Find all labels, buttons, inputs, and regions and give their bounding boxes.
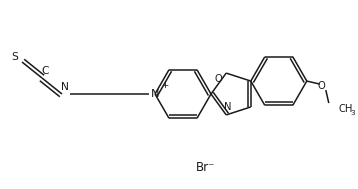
Text: O: O — [318, 81, 326, 91]
Text: S: S — [11, 52, 19, 62]
Text: +: + — [161, 81, 169, 91]
Text: 3: 3 — [351, 110, 355, 116]
Text: N: N — [151, 89, 159, 99]
Text: CH: CH — [339, 104, 353, 114]
Text: N: N — [61, 82, 69, 92]
Text: O: O — [214, 74, 222, 84]
Text: N: N — [224, 102, 232, 112]
Text: Br⁻: Br⁻ — [196, 161, 216, 174]
Text: C: C — [41, 66, 49, 76]
